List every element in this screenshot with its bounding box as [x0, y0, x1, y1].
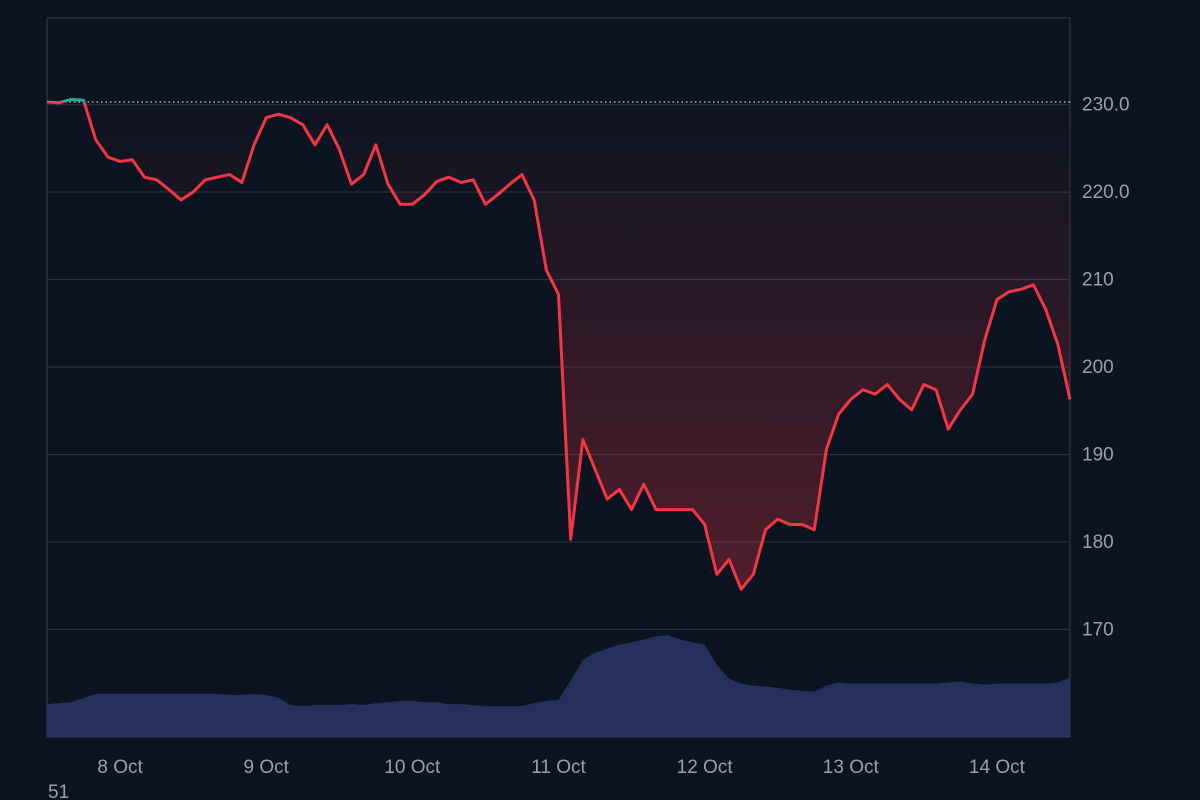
- x-tick-label: 10 Oct: [384, 757, 441, 778]
- y-tick-label: 220.0: [1082, 182, 1130, 203]
- x-tick-label: 14 Oct: [969, 757, 1026, 778]
- x-tick-label: 9 Oct: [244, 757, 290, 778]
- volume-area: [47, 635, 1070, 737]
- price-line: [46, 97, 1072, 591]
- y-tick-label: 180: [1082, 532, 1114, 553]
- x-tick-label: 8 Oct: [97, 757, 143, 778]
- x-tick-label: 11 Oct: [531, 757, 586, 778]
- y-tick-label: 200: [1082, 357, 1114, 378]
- y-tick-label: 210: [1082, 270, 1114, 291]
- x-tick-label: 13 Oct: [823, 757, 880, 778]
- area-fill: [47, 99, 1070, 590]
- x-tick-label: 12 Oct: [677, 757, 734, 778]
- y-tick-label: 190: [1082, 444, 1114, 465]
- y-tick-label: 170: [1082, 619, 1114, 640]
- y-tick-label: 230.0: [1082, 95, 1130, 116]
- footer-text: 51: [48, 782, 69, 800]
